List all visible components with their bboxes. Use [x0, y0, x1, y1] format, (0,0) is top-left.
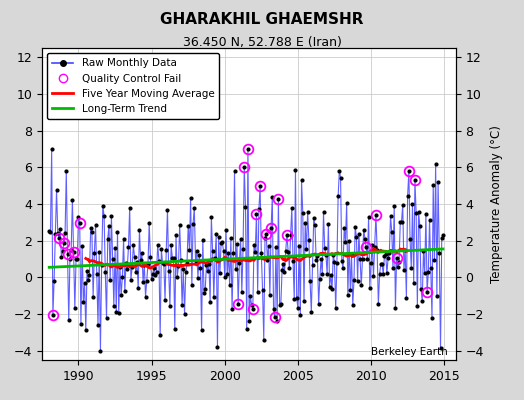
Y-axis label: Temperature Anomaly (°C): Temperature Anomaly (°C) [489, 125, 503, 283]
Legend: Raw Monthly Data, Quality Control Fail, Five Year Moving Average, Long-Term Tren: Raw Monthly Data, Quality Control Fail, … [47, 53, 220, 119]
Text: Berkeley Earth: Berkeley Earth [371, 347, 447, 357]
Text: GHARAKHIL GHAEMSHR: GHARAKHIL GHAEMSHR [160, 12, 364, 27]
Text: 36.450 N, 52.788 E (Iran): 36.450 N, 52.788 E (Iran) [182, 36, 342, 49]
